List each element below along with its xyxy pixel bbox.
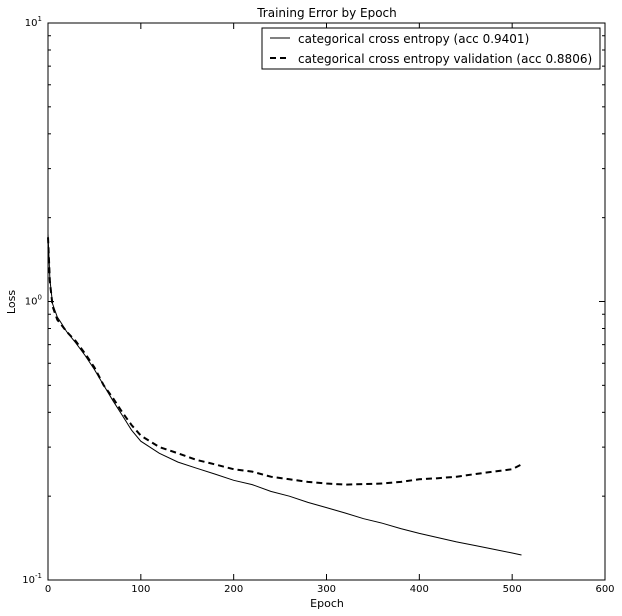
x-tick-label: 0 (45, 584, 51, 595)
legend: categorical cross entropy (acc 0.9401) c… (261, 27, 601, 70)
chart-title: Training Error by Epoch (256, 6, 397, 20)
series-lines (47, 233, 522, 556)
series-line-train (47, 233, 522, 556)
plot-area (47, 22, 606, 581)
y-tick-label: 100 (25, 294, 42, 308)
axis-ticks: 0 100 200 300 400 500 600 10-1 100 101 (22, 15, 614, 595)
x-axis-label: Epoch (310, 597, 344, 610)
x-tick-label: 500 (503, 584, 522, 595)
x-tick-label: 100 (131, 584, 150, 595)
x-tick-label: 400 (410, 584, 429, 595)
y-axis-label: Loss (5, 290, 18, 314)
x-tick-label: 600 (595, 584, 614, 595)
x-tick-label: 200 (224, 584, 243, 595)
y-tick-label: 101 (25, 15, 42, 29)
legend-box (261, 27, 601, 70)
y-tick-label: 10-1 (22, 572, 42, 586)
legend-label-validation: categorical cross entropy validation (ac… (298, 52, 592, 66)
series-line-validation (47, 237, 522, 486)
x-tick-label: 300 (317, 584, 336, 595)
legend-label-train: categorical cross entropy (acc 0.9401) (298, 32, 529, 46)
